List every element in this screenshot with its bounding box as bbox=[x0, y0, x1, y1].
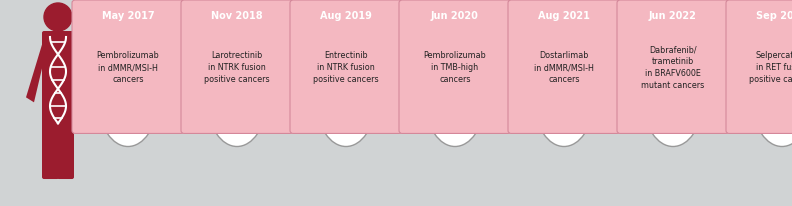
Ellipse shape bbox=[426, 59, 484, 147]
Text: Selpercatinib
in RET fusion
positive cancers: Selpercatinib in RET fusion positive can… bbox=[749, 51, 792, 84]
FancyBboxPatch shape bbox=[42, 126, 59, 179]
FancyBboxPatch shape bbox=[291, 0, 401, 31]
Text: Entrectinib
in NTRK fusion
positive cancers: Entrectinib in NTRK fusion positive canc… bbox=[313, 51, 379, 84]
FancyBboxPatch shape bbox=[617, 1, 729, 134]
Text: Nov 2018: Nov 2018 bbox=[211, 11, 263, 21]
Text: Larotrectinib
in NTRK fusion
positive cancers: Larotrectinib in NTRK fusion positive ca… bbox=[204, 51, 270, 84]
Ellipse shape bbox=[208, 59, 266, 147]
FancyBboxPatch shape bbox=[74, 0, 182, 31]
FancyBboxPatch shape bbox=[401, 0, 509, 31]
Text: Dabrafenib/
trametinib
in BRAFV600E
mutant cancers: Dabrafenib/ trametinib in BRAFV600E muta… bbox=[642, 45, 705, 89]
FancyBboxPatch shape bbox=[72, 1, 184, 134]
Polygon shape bbox=[72, 39, 123, 98]
Text: Jun 2020: Jun 2020 bbox=[431, 11, 479, 21]
Ellipse shape bbox=[644, 59, 702, 147]
Text: Dostarlimab
in dMMR/MSI-H
cancers: Dostarlimab in dMMR/MSI-H cancers bbox=[534, 51, 594, 84]
Text: May 2017: May 2017 bbox=[101, 11, 154, 21]
Text: Aug 2019: Aug 2019 bbox=[320, 11, 372, 21]
Text: Sep 2022: Sep 2022 bbox=[756, 11, 792, 21]
FancyBboxPatch shape bbox=[399, 1, 511, 134]
FancyBboxPatch shape bbox=[619, 0, 728, 31]
Text: Pembrolizumab
in dMMR/MSI-H
cancers: Pembrolizumab in dMMR/MSI-H cancers bbox=[97, 51, 159, 84]
Text: Pembrolizumab
in TMB-high
cancers: Pembrolizumab in TMB-high cancers bbox=[424, 51, 486, 84]
FancyBboxPatch shape bbox=[726, 1, 792, 134]
Text: Aug 2021: Aug 2021 bbox=[538, 11, 590, 21]
FancyBboxPatch shape bbox=[290, 1, 402, 134]
FancyBboxPatch shape bbox=[182, 0, 291, 31]
FancyBboxPatch shape bbox=[728, 0, 792, 31]
FancyBboxPatch shape bbox=[509, 0, 619, 31]
Text: Jun 2022: Jun 2022 bbox=[649, 11, 697, 21]
Ellipse shape bbox=[535, 59, 593, 147]
Ellipse shape bbox=[99, 59, 157, 147]
FancyBboxPatch shape bbox=[42, 32, 74, 130]
Ellipse shape bbox=[317, 59, 375, 147]
FancyBboxPatch shape bbox=[181, 1, 293, 134]
FancyBboxPatch shape bbox=[508, 1, 620, 134]
Polygon shape bbox=[26, 39, 48, 103]
Circle shape bbox=[44, 4, 72, 32]
Ellipse shape bbox=[753, 59, 792, 147]
FancyBboxPatch shape bbox=[57, 126, 74, 179]
